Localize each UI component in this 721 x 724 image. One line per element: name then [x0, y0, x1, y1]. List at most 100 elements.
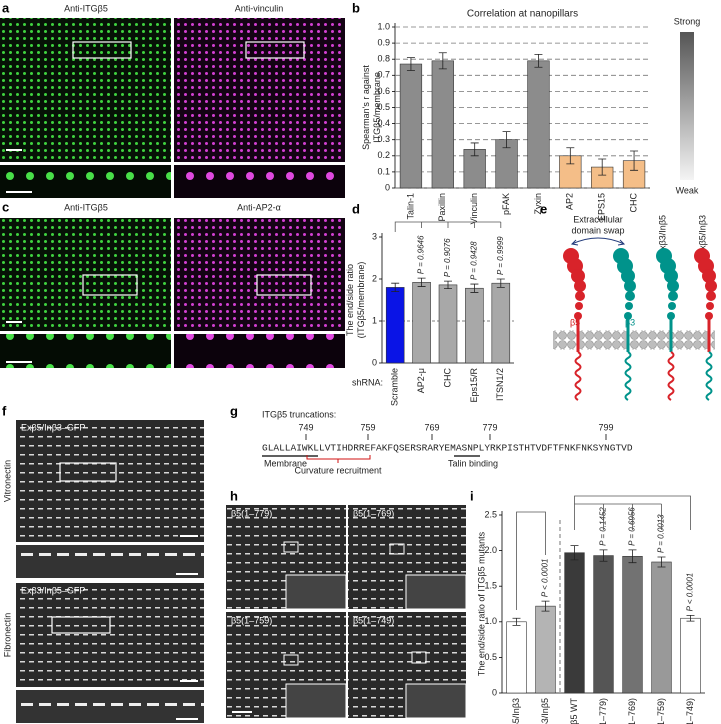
bar — [465, 287, 484, 364]
micrograph-zoom — [174, 165, 345, 198]
y-tick-label: 0.5 — [484, 652, 497, 662]
p-value: P < 0.0001 — [686, 573, 695, 612]
sequence: GLALLAIWKLLVTIHDRREFAKFQSERSRARYEMASNPLY… — [262, 443, 633, 454]
x-tick-label: EPS15 — [597, 193, 607, 221]
p-value: P = 0.9076 — [443, 238, 452, 277]
x-tick-label: AP2-μ — [416, 368, 426, 393]
inset — [285, 574, 347, 610]
image-label: Anti-ITGβ5 — [64, 3, 108, 13]
integrin-head — [624, 312, 632, 320]
p-value: P = 0.9999 — [496, 236, 505, 275]
integrin-head — [664, 269, 678, 283]
error-bar — [470, 283, 479, 293]
integrin-head — [668, 302, 676, 310]
substrate-label: Fibronectin — [2, 613, 12, 658]
diagram-label: Extracellular — [573, 214, 623, 224]
integrin-tail — [574, 351, 582, 401]
y-tick-label: 0.7 — [377, 70, 390, 80]
integrin-head — [624, 280, 636, 292]
y-tick-label: 0.6 — [377, 86, 390, 96]
integrin-head — [668, 291, 678, 301]
x-tick-label: Zyxin — [533, 193, 543, 215]
bar — [506, 621, 527, 694]
x-tick-label: Eps15/R — [469, 368, 479, 403]
error-bar — [406, 57, 415, 71]
bar — [651, 561, 672, 694]
error-bar — [566, 147, 575, 165]
panel-letter: b — [352, 0, 360, 15]
image-label: β5(1–769) — [353, 508, 394, 518]
image-label: β5(1–749) — [353, 615, 394, 625]
micrograph-zoom — [0, 165, 171, 198]
zoom-box — [82, 274, 138, 296]
region-bracket — [306, 455, 371, 463]
comparison-bracket — [574, 495, 691, 530]
region-label: Curvature recruitment — [294, 465, 382, 475]
micrograph — [174, 18, 345, 162]
error-bar — [686, 614, 695, 622]
x-tick-label: ITGβ5 WT — [569, 698, 579, 724]
charts: 0 0.1 0.2 0.3 0.4 0.5 0.6 0.7 0.8 0.9 1.0 Spearman'… — [345, 9, 705, 724]
micrograph-zoom — [16, 690, 204, 723]
y-tick-label: 0.3 — [377, 134, 390, 144]
y-axis-label: Spearman's r against — [361, 65, 371, 150]
bar — [593, 555, 614, 694]
panel-letter: h — [230, 488, 238, 503]
micrograph-zoom — [174, 334, 345, 368]
error-bar — [470, 142, 479, 157]
integrin-tail — [705, 351, 713, 401]
y-tick-label: 0 — [385, 182, 390, 192]
y-tick-label: 0 — [372, 357, 377, 367]
x-tick-label: CHC — [628, 193, 638, 213]
x-tick-label: pFAK — [501, 193, 511, 215]
zoom-box — [389, 543, 405, 555]
swap-arrow — [571, 237, 625, 245]
x-tick-label: Exβ3/Inβ5 — [540, 698, 550, 724]
bar — [431, 60, 454, 189]
inset — [405, 683, 467, 719]
x-tick-label: AP2 — [565, 193, 575, 210]
zoom-box — [51, 616, 111, 634]
x-tick-label: β5(1–779) — [598, 698, 608, 724]
diagram-label: β3 — [625, 317, 635, 327]
integrin-diagram — [563, 248, 717, 401]
bar — [680, 617, 701, 694]
error-bar — [502, 131, 511, 149]
micrograph — [16, 583, 204, 687]
residue-number: 779 — [482, 422, 497, 432]
diagram-label: β5 — [570, 317, 580, 327]
error-bar — [599, 549, 608, 562]
integrin-head — [706, 291, 716, 301]
y-tick-label: 3 — [372, 231, 377, 241]
x-tick-label: ITSN1/2 — [495, 368, 505, 401]
panel-letter: c — [2, 199, 9, 214]
legend-label: Strong — [674, 16, 701, 26]
y-tick-label: 0.5 — [377, 102, 390, 112]
integrin-head — [705, 312, 713, 320]
p-value: P < 0.0001 — [541, 559, 550, 598]
y-axis-label: (ITGβ5/membrane) — [356, 262, 366, 339]
y-tick-label: 0.1 — [377, 166, 390, 176]
integrin-head — [705, 280, 717, 292]
p-value: P = 0.9428 — [470, 241, 479, 280]
comparison-bracket — [394, 221, 502, 232]
zoom-box — [411, 651, 427, 664]
chart-title: Correlation at nanopillars — [467, 9, 578, 20]
image-label: Exβ5/Inβ3–GFP — [21, 422, 85, 432]
error-bar — [496, 278, 505, 288]
integrin-head — [574, 280, 586, 292]
image-label: Exβ3/Inβ5–GFP — [21, 585, 85, 595]
sequence-title: ITGβ5 truncations: — [262, 409, 336, 419]
y-tick-label: 0.4 — [377, 118, 390, 128]
y-tick-label: 0.8 — [377, 54, 390, 64]
panel-letter: f — [2, 403, 7, 418]
membrane — [553, 330, 715, 350]
error-bar — [534, 53, 543, 68]
integrin-tail — [667, 351, 675, 401]
residue-number: 769 — [424, 422, 439, 432]
substrate-label: Vitronectin — [2, 460, 12, 502]
bar — [622, 555, 643, 694]
micrograph — [0, 18, 171, 162]
bar — [399, 63, 423, 189]
